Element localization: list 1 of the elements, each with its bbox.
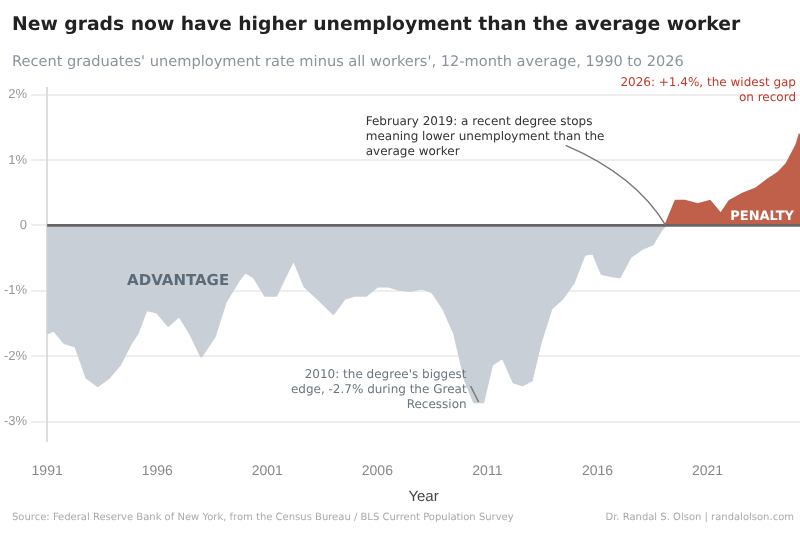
chart-title: New grads now have higher unemployment than the average worker <box>12 14 741 36</box>
